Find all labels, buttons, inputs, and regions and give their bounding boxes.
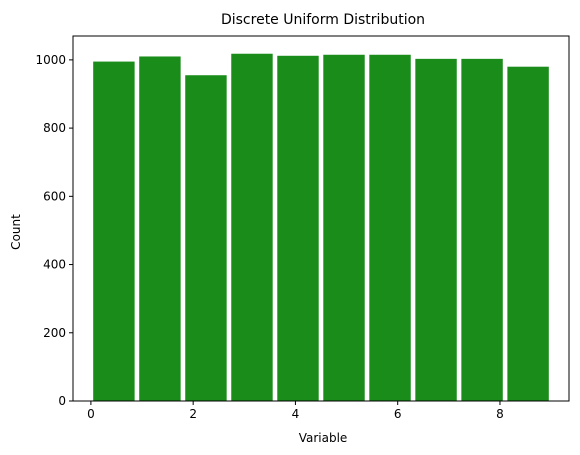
- bar-5: [323, 54, 365, 401]
- bar-2: [185, 75, 227, 401]
- axes-group: [72, 35, 570, 402]
- y-tick-label: 0: [58, 394, 66, 408]
- bar-8: [461, 58, 503, 402]
- bar-1: [139, 56, 181, 401]
- bar-7: [415, 58, 457, 402]
- y-tick-label: 200: [43, 326, 66, 340]
- x-tick-label: 6: [394, 407, 402, 421]
- plot-frame: [72, 35, 570, 402]
- bar-9: [507, 66, 549, 401]
- bar-6: [369, 54, 411, 401]
- bar-3: [231, 53, 273, 402]
- x-tick-label: 0: [87, 407, 95, 421]
- y-tick-label: 800: [43, 121, 66, 135]
- x-axis-label: Variable: [299, 431, 348, 445]
- bar-4: [277, 55, 319, 401]
- bar-0: [93, 61, 135, 401]
- x-tick-label: 4: [292, 407, 300, 421]
- y-axis-label: Count: [9, 214, 23, 250]
- y-ticks: 0 200 400 600 800 1000: [35, 53, 73, 408]
- x-tick-label: 8: [496, 407, 504, 421]
- y-tick-label: 400: [43, 258, 66, 272]
- y-tick-label: 1000: [35, 53, 66, 67]
- x-ticks: 0 2 4 6 8: [87, 401, 504, 421]
- x-tick-label: 2: [189, 407, 197, 421]
- y-tick-label: 600: [43, 189, 66, 203]
- bars-group: [93, 53, 549, 402]
- chart-title: Discrete Uniform Distribution: [221, 12, 425, 28]
